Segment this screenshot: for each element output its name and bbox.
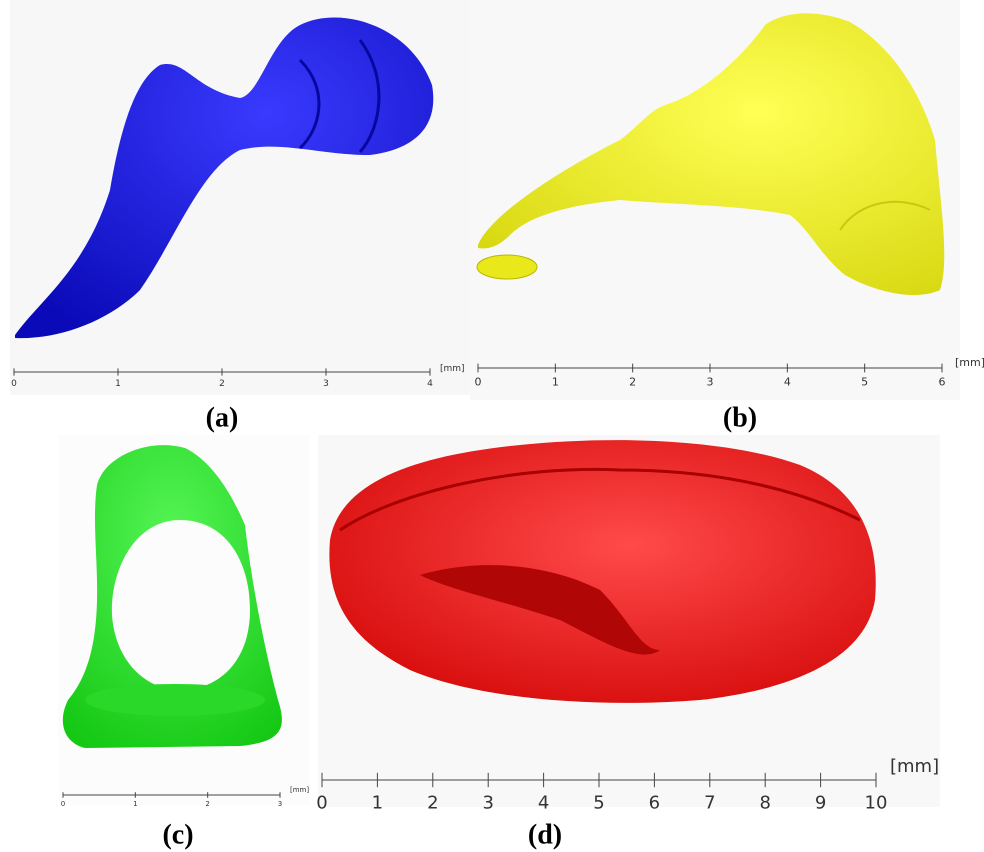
scale-unit: [mm] bbox=[440, 364, 465, 374]
scale-tick-label: 6 bbox=[939, 375, 946, 388]
scale-tick-label: 0 bbox=[11, 379, 17, 389]
scale-tick-label: 1 bbox=[372, 792, 383, 813]
scale-tick-label: 2 bbox=[427, 792, 438, 813]
scale-tick-label: 2 bbox=[219, 379, 225, 389]
scale-tick-label: 3 bbox=[482, 792, 493, 813]
scale-tick-label: 7 bbox=[704, 792, 715, 813]
scale-unit: [mm] bbox=[890, 756, 939, 777]
panel-label: (a) bbox=[206, 402, 239, 433]
scale-tick-label: 6 bbox=[649, 792, 660, 813]
scale-tick-label: 9 bbox=[815, 792, 826, 813]
incus-tip bbox=[477, 255, 537, 279]
panel-label: (c) bbox=[162, 819, 193, 850]
scale-tick-label: 2 bbox=[205, 800, 209, 808]
scale-tick-label: 1 bbox=[133, 800, 137, 808]
scale-tick-label: 1 bbox=[552, 375, 559, 388]
panel-label: (d) bbox=[528, 819, 562, 850]
scale-tick-label: 8 bbox=[759, 792, 770, 813]
scale-tick-label: 1 bbox=[115, 379, 121, 389]
stapes-footplate bbox=[85, 684, 265, 716]
scale-tick-label: 4 bbox=[538, 792, 549, 813]
scale-tick-label: 0 bbox=[475, 375, 482, 388]
scale-tick-label: 5 bbox=[593, 792, 604, 813]
scale-unit: [mm] bbox=[955, 356, 984, 369]
scale-tick-label: 4 bbox=[427, 379, 433, 389]
scale-unit: [mm] bbox=[290, 786, 309, 794]
scale-tick-label: 2 bbox=[629, 375, 636, 388]
scale-tick-label: 0 bbox=[61, 800, 65, 808]
scale-tick-label: 0 bbox=[316, 792, 327, 813]
tympanic-membrane-model bbox=[329, 440, 875, 703]
scale-tick-label: 3 bbox=[323, 379, 329, 389]
panel-label: (b) bbox=[723, 402, 757, 433]
scale-tick-label: 5 bbox=[861, 375, 868, 388]
scale-tick-label: 4 bbox=[784, 375, 791, 388]
scale-tick-label: 10 bbox=[865, 792, 888, 813]
scale-tick-label: 3 bbox=[707, 375, 714, 388]
scale-tick-label: 3 bbox=[278, 800, 282, 808]
figure: 0 1 2 3 4 [mm] (a) 0 1 2 3 4 5 6 [mm] (b) 0 1 2 3 [mm] (c) 0 1 2… bbox=[0, 0, 984, 852]
